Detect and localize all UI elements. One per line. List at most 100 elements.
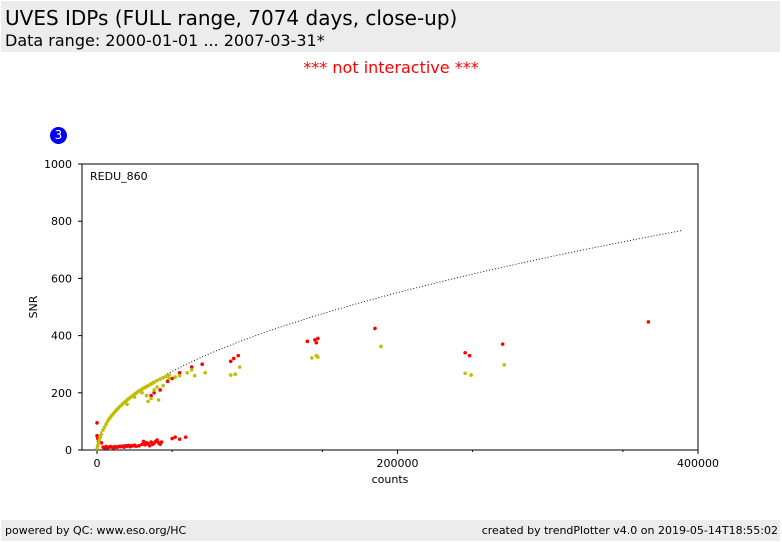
data-point-red [158, 388, 162, 392]
data-point-olive [185, 370, 189, 375]
data-point-olive [144, 393, 149, 398]
data-point-red [99, 441, 104, 445]
data-point-red [236, 353, 241, 358]
data-point-olive [125, 402, 129, 407]
data-point-red [646, 320, 651, 324]
footer-created-by: created by trendPlotter v4.0 on 2019-05-… [481, 524, 778, 537]
data-point-olive [104, 422, 108, 427]
data-point-olive [140, 391, 144, 395]
footer-powered-by: powered by QC: www.eso.org/HC [5, 524, 187, 537]
data-point-red [189, 365, 194, 369]
y-tick-label: 800 [51, 215, 72, 228]
chart-annotation: REDU_860 [90, 170, 148, 183]
reference-curve [96, 229, 684, 451]
plot-number-badge: 3 [50, 127, 67, 144]
page-title: UVES IDPs (FULL range, 7074 days, close-… [5, 6, 458, 30]
data-point-olive [149, 396, 153, 401]
data-point-red [177, 437, 182, 441]
data-point-red [152, 391, 156, 395]
data-point-olive [177, 373, 182, 378]
data-point-olive [469, 373, 473, 377]
data-point-olive [146, 399, 150, 404]
data-point-red [147, 443, 152, 448]
data-point-red [373, 326, 377, 331]
data-point-olive [152, 380, 156, 385]
x-tick-label: 400000 [677, 457, 719, 470]
data-point-olive [95, 443, 100, 448]
data-point-olive [102, 425, 107, 429]
data-point-red [228, 359, 233, 364]
data-point-red [95, 421, 99, 425]
y-tick-label: 200 [51, 387, 72, 400]
data-point-olive [173, 375, 177, 379]
y-tick-label: 400 [51, 330, 72, 343]
data-point-olive [228, 373, 233, 377]
data-point-red [316, 336, 320, 341]
x-tick-label: 200000 [377, 457, 419, 470]
data-point-red [134, 444, 138, 449]
plot-frame [81, 163, 699, 451]
data-point-olive [233, 372, 238, 377]
data-point-olive [96, 441, 101, 445]
data-point-olive [155, 385, 159, 389]
data-point-red [314, 340, 319, 345]
data-point-olive [192, 373, 197, 378]
data-point-olive [164, 374, 168, 379]
data-point-olive [99, 432, 104, 437]
data-point-olive [161, 383, 165, 388]
data-point-red [173, 435, 177, 439]
data-point-olive [167, 376, 171, 381]
data-point-red [159, 440, 164, 444]
y-tick-label: 600 [51, 272, 72, 285]
x-axis-label: counts [372, 473, 409, 486]
data-point-red [149, 393, 153, 398]
axis-ticks: 0 200000 400000 0 200 400 600 800 1000 [44, 158, 719, 470]
data-point-red [231, 356, 236, 361]
data-point-olive [502, 362, 506, 367]
data-point-red [170, 376, 174, 381]
data-point-olive [203, 370, 207, 375]
data-point-red [500, 342, 505, 346]
footer-bar: powered by QC: www.eso.org/HC created by… [1, 520, 780, 541]
y-axis-label: SNR [27, 295, 40, 318]
data-point-red [183, 435, 188, 439]
data-point-olive [161, 375, 165, 380]
x-tick-label: 0 [94, 457, 101, 470]
data-point-olive [152, 388, 156, 392]
data-point-olive [237, 365, 242, 369]
not-interactive-notice: *** not interactive *** [303, 58, 479, 77]
data-point-olive [155, 378, 159, 383]
data-point-red [463, 350, 467, 355]
data-point-olive [463, 371, 467, 376]
data-point-olive [167, 373, 171, 377]
data-point-olive [101, 428, 105, 432]
data-point-red [313, 338, 317, 342]
data-point-red [165, 379, 170, 384]
data-point-red [141, 439, 146, 444]
data-point-olive [132, 395, 137, 399]
y-tick-label: 1000 [44, 158, 72, 171]
data-point-olive [97, 438, 102, 442]
data-point-olive [98, 435, 102, 439]
data-point-olive [316, 355, 320, 359]
data-point-olive [310, 356, 314, 360]
data-points [95, 320, 651, 451]
header-bar: UVES IDPs (FULL range, 7074 days, close-… [1, 1, 780, 52]
data-point-olive [156, 398, 161, 402]
data-point-red [200, 362, 204, 367]
data-point-olive [189, 368, 194, 372]
data-point-red [140, 442, 144, 447]
data-point-red [305, 339, 310, 344]
data-point-red [170, 436, 174, 441]
data-range-subtitle: Data range: 2000-01-01 ... 2007-03-31* [5, 31, 325, 50]
data-point-red [467, 353, 472, 358]
data-point-red [155, 438, 159, 442]
y-tick-label: 0 [65, 444, 72, 457]
data-point-olive [95, 446, 99, 451]
data-point-olive [158, 377, 162, 381]
data-point-red [177, 370, 182, 375]
data-point-red [137, 443, 141, 448]
data-point-red [95, 433, 99, 438]
data-point-olive [379, 344, 383, 349]
